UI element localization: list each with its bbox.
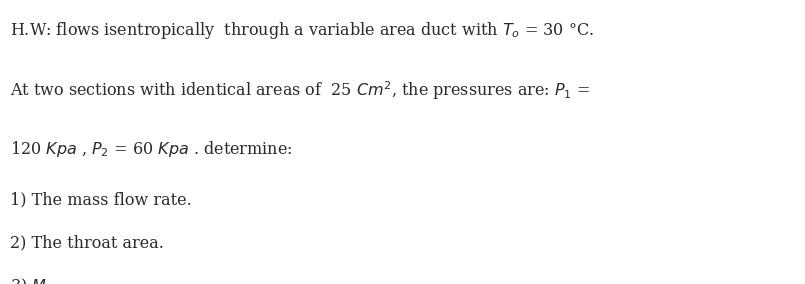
Text: H.W: flows isentropically  through a variable area duct with $T_o$ = 30 °C.: H.W: flows isentropically through a vari…: [10, 20, 593, 41]
Text: At two sections with identical areas of  25 $Cm^2$, the pressures are: $P_1$ =: At two sections with identical areas of …: [10, 80, 590, 102]
Text: 120 $Kpa$ , $P_2$ = 60 $Kpa$ . determine:: 120 $Kpa$ , $P_2$ = 60 $Kpa$ . determine…: [10, 139, 292, 159]
Text: 2) The throat area.: 2) The throat area.: [10, 234, 163, 251]
Text: 1) The mass flow rate.: 1) The mass flow rate.: [10, 192, 192, 209]
Text: 3) $M_2$.: 3) $M_2$.: [10, 277, 58, 284]
